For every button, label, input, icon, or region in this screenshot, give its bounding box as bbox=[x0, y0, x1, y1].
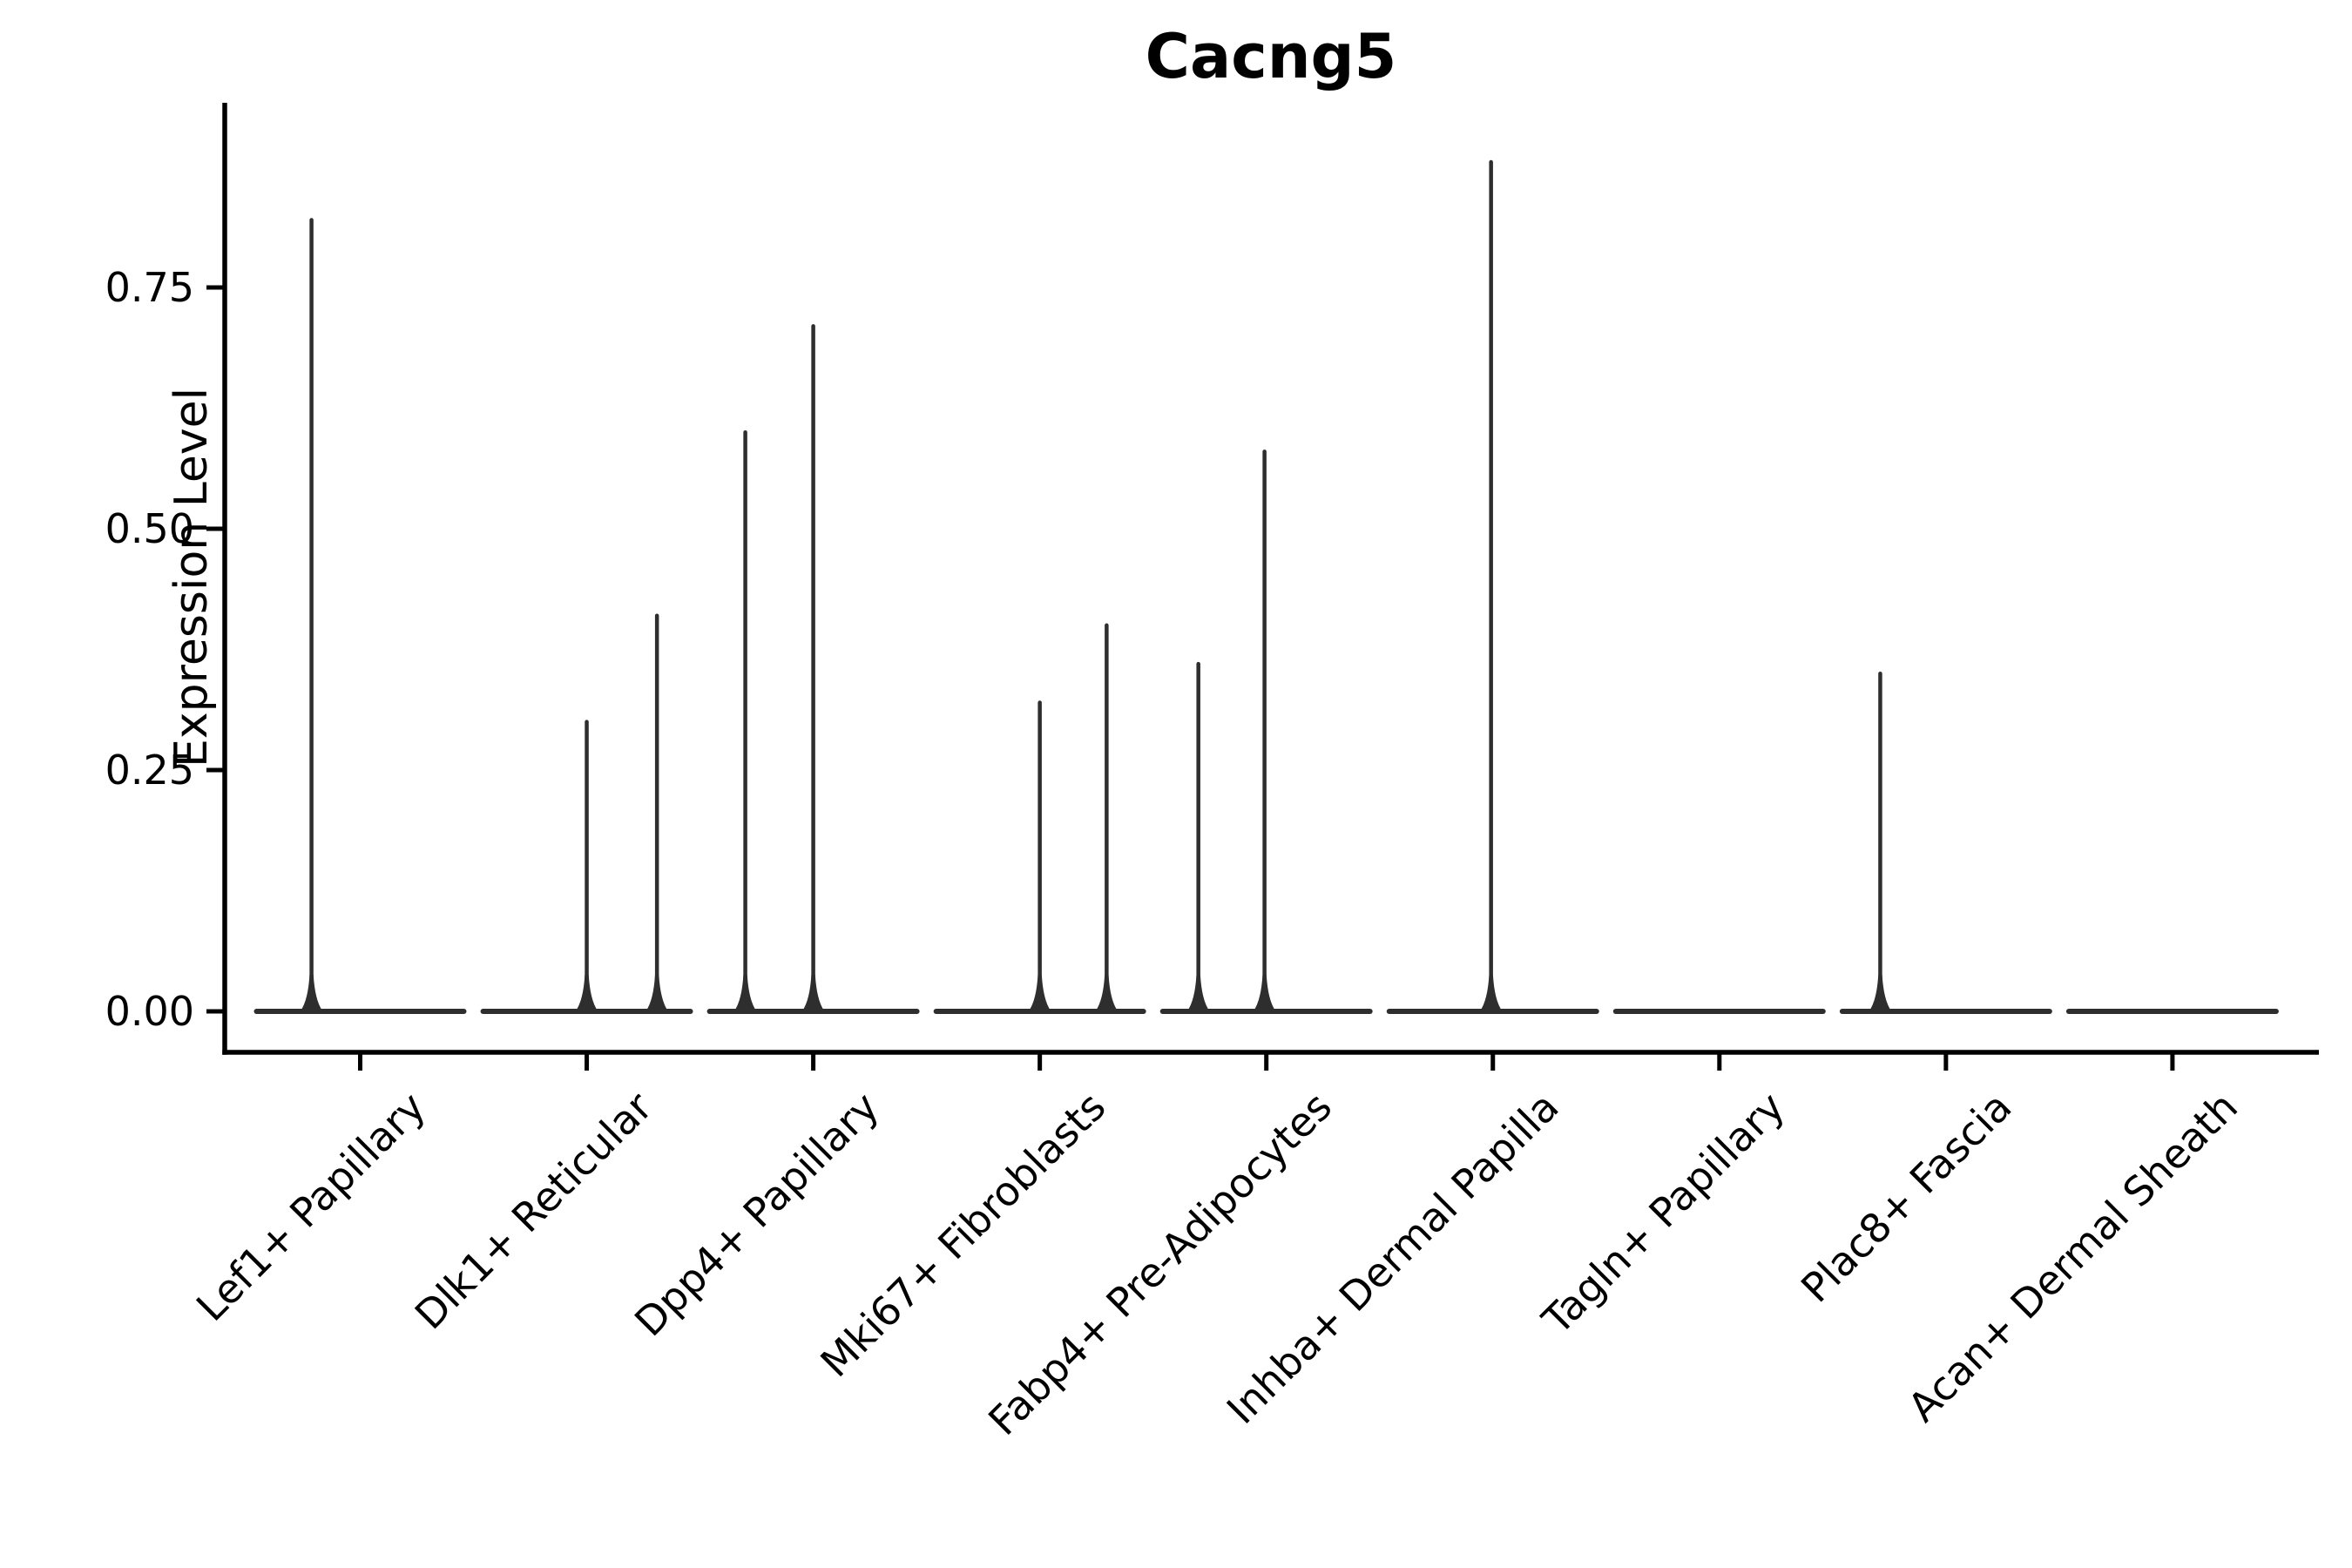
y-tick-label: 0.25 bbox=[105, 747, 194, 794]
y-tick-label: 0.50 bbox=[105, 505, 194, 552]
plot-title: Cacng5 bbox=[1145, 21, 1397, 92]
y-axis-label: Expression Level bbox=[166, 387, 219, 768]
y-tick-label: 0.75 bbox=[105, 264, 194, 311]
y-tick-label: 0.00 bbox=[105, 988, 194, 1035]
